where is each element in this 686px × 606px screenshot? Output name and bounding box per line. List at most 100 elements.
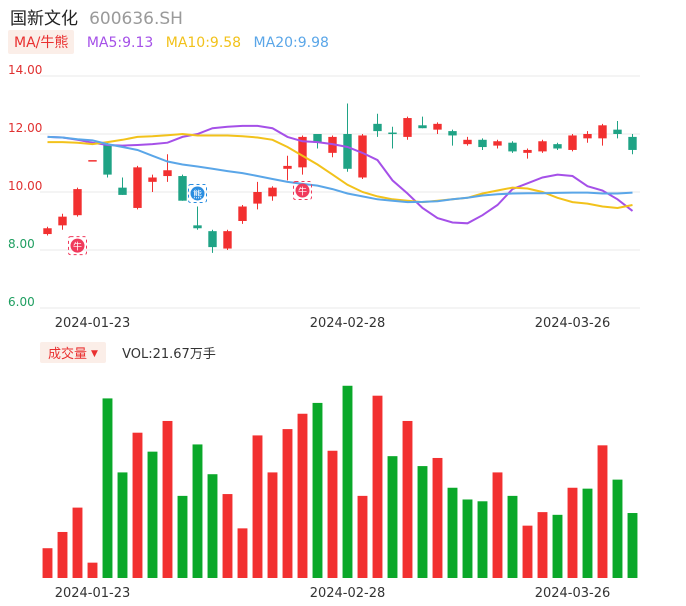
candle	[628, 134, 637, 155]
candle-body	[418, 125, 427, 129]
candle-body	[538, 141, 547, 152]
volume-bar	[282, 429, 293, 578]
candle-body	[478, 139, 487, 148]
ma5-line	[47, 124, 634, 225]
candle	[478, 138, 487, 150]
volume-bar	[162, 420, 173, 578]
marker-frame	[68, 236, 87, 256]
volume-bar	[102, 398, 113, 578]
volume-bar	[477, 501, 488, 578]
candle	[118, 177, 127, 195]
candle-body	[598, 125, 607, 139]
volume-bar	[177, 495, 188, 578]
candle-body	[43, 228, 52, 235]
candle-body	[583, 134, 592, 139]
candle-body	[508, 142, 517, 152]
candle	[463, 136, 472, 146]
marker-label: 熊	[193, 188, 202, 200]
x-tick-label: 2024-02-28	[310, 316, 386, 331]
volume-bar	[132, 432, 143, 578]
price-x-axis: 2024-01-23 2024-02-28 2024-03-26	[55, 316, 611, 331]
candle-body	[223, 231, 232, 249]
candle-body	[238, 206, 247, 221]
bull-bear-markers: 牛熊牛	[68, 181, 312, 256]
volume-bar	[597, 445, 608, 578]
candle-body	[628, 136, 637, 150]
candlesticks	[43, 103, 637, 253]
candle	[448, 129, 457, 146]
x-tick-label: 2024-01-23	[55, 316, 131, 331]
volume-bar	[417, 466, 428, 578]
ma-indicator-selector[interactable]: MA/牛熊	[8, 30, 75, 54]
candle	[43, 226, 52, 236]
volume-legend: 成交量 ▼ VOL:21.67万手	[40, 342, 216, 363]
candle	[133, 165, 142, 210]
candle-body	[373, 123, 382, 132]
volume-x-axis: 2024-01-23 2024-02-28 2024-03-26	[55, 586, 611, 601]
candle-body	[118, 187, 127, 195]
candle	[583, 131, 592, 143]
x-tick-label: 2024-03-26	[535, 316, 611, 331]
x-tick-label: 2024-03-26	[535, 586, 611, 601]
stock-code: 600636.SH	[89, 9, 183, 29]
candle	[538, 139, 547, 153]
x-tick-label: 2024-01-23	[55, 586, 131, 601]
volume-bar	[252, 435, 263, 578]
volume-bar	[72, 507, 83, 578]
candle	[613, 120, 622, 139]
volume-bar	[552, 514, 563, 578]
candle	[508, 141, 517, 153]
volume-bar	[432, 457, 443, 578]
candle-body	[388, 132, 397, 135]
candle-body	[163, 170, 172, 177]
candle-body	[178, 176, 187, 201]
candle-body	[103, 144, 112, 175]
volume-bar	[57, 531, 68, 578]
volume-bar	[327, 450, 338, 578]
candle	[163, 154, 172, 182]
y-tick-label: 10.00	[8, 179, 42, 193]
y-tick-label: 8.00	[8, 237, 35, 251]
candle-body	[463, 139, 472, 145]
volume-indicator-selector[interactable]: 成交量 ▼	[40, 342, 106, 363]
candle-body	[193, 225, 202, 229]
y-tick-label: 14.00	[8, 63, 42, 77]
stock-name: 国新文化	[10, 9, 78, 29]
volume-bar	[507, 495, 518, 578]
marker-badge	[295, 183, 310, 198]
ma-legend: MA/牛熊 MA5:9.13 MA10:9.58 MA20:9.98	[8, 30, 329, 54]
candle-body	[403, 118, 412, 137]
candle	[493, 139, 502, 149]
candle-body	[523, 149, 532, 153]
volume-bar	[267, 472, 278, 578]
candle	[193, 206, 202, 230]
candle	[238, 205, 247, 224]
volume-bar	[207, 474, 218, 578]
candle-body	[358, 135, 367, 178]
candle	[73, 187, 82, 217]
candle-body	[298, 136, 307, 168]
candle	[388, 126, 397, 149]
price-y-axis: 14.00 12.00 10.00 8.00 6.00	[8, 63, 42, 309]
volume-bar	[117, 472, 128, 578]
candle-body	[208, 231, 217, 248]
volume-bar	[612, 479, 623, 578]
candle	[58, 213, 67, 230]
volume-bar	[222, 494, 233, 578]
candle-body	[73, 189, 82, 216]
volume-bar	[42, 548, 53, 578]
marker-label: 牛	[298, 186, 307, 198]
ma10-line	[47, 132, 633, 210]
volume-bar	[522, 525, 533, 578]
candle-body	[553, 144, 562, 149]
candle	[553, 142, 562, 150]
volume-bar	[537, 512, 548, 578]
volume-bar	[567, 487, 578, 578]
signal-marker: 牛	[68, 236, 87, 256]
marker-label: 牛	[73, 241, 82, 253]
volume-bar	[462, 499, 473, 578]
volume-bar	[627, 513, 638, 578]
volume-bar	[387, 456, 398, 578]
candle-body	[343, 134, 352, 169]
